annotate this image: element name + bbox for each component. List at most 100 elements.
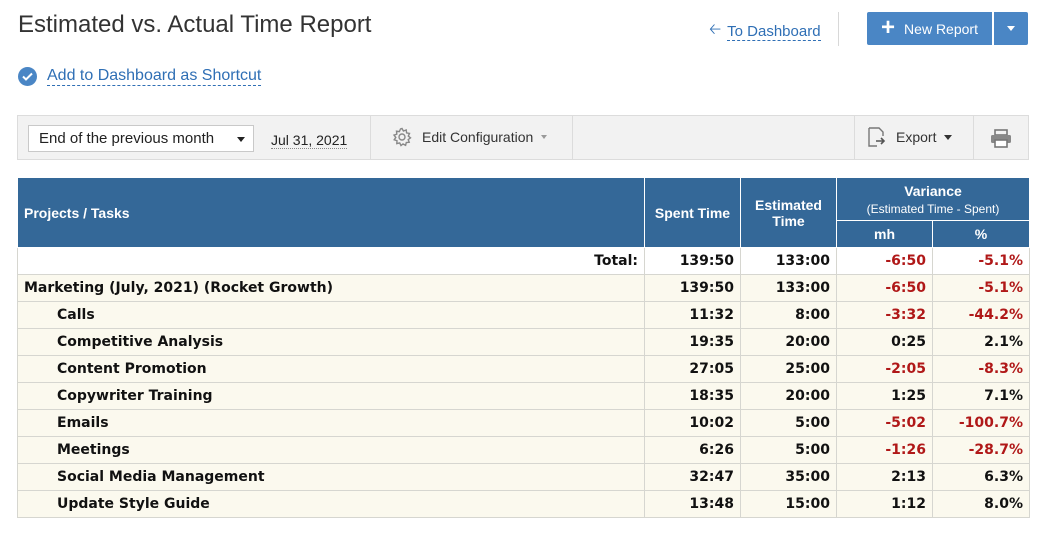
add-shortcut-link[interactable]: Add to Dashboard as Shortcut — [18, 67, 262, 86]
total-label: Total: — [17, 247, 645, 275]
period-select[interactable]: End of the previous month — [28, 125, 254, 152]
table-row[interactable]: Update Style Guide 13:48 15:00 1:12 8.0% — [17, 490, 1030, 518]
page-title: Estimated vs. Actual Time Report — [18, 11, 372, 38]
chevron-down-icon — [944, 134, 953, 140]
total-spent: 139:50 — [644, 247, 741, 275]
new-report-label: New Report — [904, 20, 978, 37]
new-report-button[interactable]: + New Report — [867, 12, 992, 45]
period-select-value: End of the previous month — [39, 130, 215, 147]
toolbar-divider — [572, 116, 573, 159]
project-variance-mh: -6:50 — [836, 274, 933, 302]
report-table: Projects / Tasks Spent Time Estimated Ti… — [17, 177, 1030, 518]
task-spent: 32:47 — [644, 463, 741, 491]
header-estimated-line2: Time — [772, 212, 805, 229]
print-button[interactable] — [990, 129, 1012, 154]
header-estimated-line1: Estimated — [755, 196, 822, 213]
task-spent: 10:02 — [644, 409, 741, 437]
task-variance-pct: 7.1% — [932, 382, 1030, 410]
project-estimated: 133:00 — [740, 274, 837, 302]
header-variance: Variance (Estimated Time - Spent) — [836, 177, 1030, 221]
task-spent: 18:35 — [644, 382, 741, 410]
table-row[interactable]: Competitive Analysis 19:35 20:00 0:25 2.1% — [17, 328, 1030, 356]
add-shortcut-label: Add to Dashboard as Shortcut — [47, 67, 262, 86]
project-row[interactable]: Marketing (July, 2021) (Rocket Growth) 1… — [17, 274, 1030, 302]
task-variance-pct: 8.0% — [932, 490, 1030, 518]
task-estimated: 8:00 — [740, 301, 837, 329]
task-name: Update Style Guide — [17, 490, 645, 518]
task-name: Competitive Analysis — [17, 328, 645, 356]
edit-configuration-button[interactable]: Edit Configuration — [392, 127, 548, 147]
task-variance-pct: -100.7% — [932, 409, 1030, 437]
header-spent-time: Spent Time — [644, 177, 741, 248]
task-variance-pct: -8.3% — [932, 355, 1030, 383]
export-button[interactable]: Export — [866, 126, 953, 148]
total-variance-pct: -5.1% — [932, 247, 1030, 275]
task-spent: 13:48 — [644, 490, 741, 518]
header-percent: % — [932, 220, 1030, 248]
task-estimated: 15:00 — [740, 490, 837, 518]
export-icon — [868, 127, 886, 147]
header-divider — [838, 12, 839, 46]
table-row[interactable]: Copywriter Training 18:35 20:00 1:25 7.1% — [17, 382, 1030, 410]
total-variance-mh: -6:50 — [836, 247, 933, 275]
toolbar-divider — [370, 116, 371, 159]
task-spent: 11:32 — [644, 301, 741, 329]
project-variance-pct: -5.1% — [932, 274, 1030, 302]
toolbar-divider — [973, 116, 974, 159]
header-mh: mh — [836, 220, 933, 248]
table-row[interactable]: Social Media Management 32:47 35:00 2:13 6.3… — [17, 463, 1030, 491]
total-row: Total: 139:50 133:00 -6:50 -5.1% — [17, 247, 1030, 275]
gear-icon — [392, 127, 412, 147]
plus-icon: + — [881, 13, 896, 41]
task-variance-mh: 1:12 — [836, 490, 933, 518]
task-variance-mh: 2:13 — [836, 463, 933, 491]
printer-icon — [991, 129, 1011, 148]
task-variance-mh: -2:05 — [836, 355, 933, 383]
toolbar-divider — [854, 116, 855, 159]
task-variance-pct: 2.1% — [932, 328, 1030, 356]
total-estimated: 133:00 — [740, 247, 837, 275]
table-row[interactable]: Emails 10:02 5:00 -5:02 -100.7% — [17, 409, 1030, 437]
task-variance-mh: -1:26 — [836, 436, 933, 464]
table-row[interactable]: Meetings 6:26 5:00 -1:26 -28.7% — [17, 436, 1030, 464]
task-variance-mh: 1:25 — [836, 382, 933, 410]
check-circle-icon — [18, 67, 37, 86]
task-estimated: 5:00 — [740, 436, 837, 464]
header-estimated-time: Estimated Time — [740, 177, 837, 248]
table-row[interactable]: Calls 11:32 8:00 -3:32 -44.2% — [17, 301, 1030, 329]
task-name: Calls — [17, 301, 645, 329]
task-estimated: 35:00 — [740, 463, 837, 491]
task-estimated: 5:00 — [740, 409, 837, 437]
header-variance-title: Variance — [904, 182, 962, 199]
select-caret-icon — [237, 137, 245, 142]
task-estimated: 20:00 — [740, 328, 837, 356]
task-spent: 27:05 — [644, 355, 741, 383]
task-name: Copywriter Training — [17, 382, 645, 410]
arrow-left-icon: 🡠 — [709, 21, 722, 38]
export-label: Export — [896, 129, 937, 145]
task-variance-pct: 6.3% — [932, 463, 1030, 491]
report-toolbar: End of the previous month Jul 31, 2021 E… — [17, 115, 1029, 160]
table-row[interactable]: Content Promotion 27:05 25:00 -2:05 -8.3% — [17, 355, 1030, 383]
to-dashboard-link[interactable]: 🡠 To Dashboard — [709, 19, 821, 44]
chevron-down-icon — [541, 135, 548, 139]
task-estimated: 20:00 — [740, 382, 837, 410]
edit-configuration-label: Edit Configuration — [422, 129, 534, 145]
task-variance-mh: 0:25 — [836, 328, 933, 356]
task-variance-pct: -28.7% — [932, 436, 1030, 464]
task-name: Emails — [17, 409, 645, 437]
new-report-dropdown-button[interactable] — [994, 12, 1028, 45]
to-dashboard-label: To Dashboard — [727, 22, 821, 41]
task-name: Meetings — [17, 436, 645, 464]
header-projects-tasks: Projects / Tasks — [17, 177, 645, 248]
task-spent: 6:26 — [644, 436, 741, 464]
task-variance-mh: -3:32 — [836, 301, 933, 329]
chevron-down-icon — [1007, 26, 1015, 31]
project-name: Marketing (July, 2021) (Rocket Growth) — [17, 274, 645, 302]
task-name: Content Promotion — [17, 355, 645, 383]
report-date[interactable]: Jul 31, 2021 — [271, 132, 348, 149]
task-estimated: 25:00 — [740, 355, 837, 383]
header-variance-subtitle: (Estimated Time - Spent) — [866, 201, 1000, 216]
task-spent: 19:35 — [644, 328, 741, 356]
task-variance-mh: -5:02 — [836, 409, 933, 437]
